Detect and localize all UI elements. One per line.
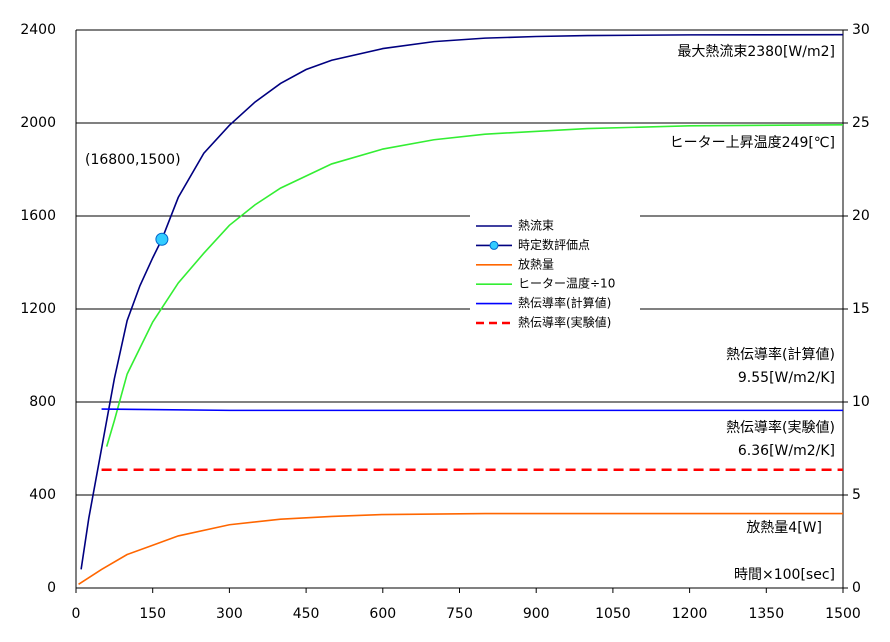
legend-label: 熱伝導率(計算値) <box>518 295 611 310</box>
x-tick-label: 1350 <box>748 606 784 622</box>
legend-label: 時定数評価点 <box>518 237 590 252</box>
x-tick-label: 1050 <box>595 606 631 622</box>
y-tick-label: 1600 <box>20 208 56 224</box>
series-line <box>78 512 843 585</box>
y2-tick-label: 30 <box>852 22 870 38</box>
y-tick-label: 1200 <box>20 301 56 317</box>
y-tick-label: 0 <box>47 580 56 596</box>
annotation: 放熱量4[W] <box>746 520 822 536</box>
annotation: 熱伝導率(実験値) <box>726 419 835 436</box>
legend-label: ヒーター温度÷10 <box>518 276 615 291</box>
annotation: 9.55[W/m2/K] <box>738 370 835 386</box>
series-line <box>80 33 844 570</box>
y2-tick-label: 20 <box>852 208 870 224</box>
y2-tick-label: 10 <box>852 394 870 410</box>
legend-box <box>470 213 640 335</box>
x-tick-label: 600 <box>369 606 396 622</box>
legend-label: 放熱量 <box>518 256 554 271</box>
annotation: 最大熱流束2380[W/m2] <box>677 44 835 60</box>
x-tick-label: 1200 <box>672 606 708 622</box>
y-tick-label: 800 <box>29 394 56 410</box>
x-tick-label: 750 <box>446 606 473 622</box>
y2-tick-label: 15 <box>852 301 870 317</box>
annotation: (16800,1500) <box>85 152 181 168</box>
annotation: ヒーター上昇温度249[℃] <box>670 135 835 151</box>
y2-tick-label: 25 <box>852 115 870 131</box>
y-tick-label: 2000 <box>20 115 56 131</box>
legend-marker <box>489 240 499 250</box>
x-tick-label: 150 <box>139 606 166 622</box>
legend-label: 熱流束 <box>518 219 554 233</box>
y2-tick-label: 5 <box>852 487 861 503</box>
annotation: 6.36[W/m2/K] <box>738 443 835 459</box>
x-tick-label: 0 <box>72 606 81 622</box>
x-tick-label: 1500 <box>825 606 861 622</box>
x-tick-label: 450 <box>293 606 320 622</box>
marker-point <box>155 232 169 246</box>
series-line <box>105 124 844 447</box>
y-tick-label: 400 <box>29 487 56 503</box>
y-tick-label: 2400 <box>20 22 56 38</box>
x-tick-label: 300 <box>216 606 243 622</box>
x-tick-label: 900 <box>523 606 550 622</box>
annotation: 熱伝導率(計算値) <box>726 346 835 363</box>
series-line <box>101 408 843 412</box>
y2-tick-label: 0 <box>852 580 861 596</box>
legend-label: 熱伝導率(実験値) <box>518 315 611 330</box>
annotation: 時間×100[sec] <box>734 567 835 583</box>
